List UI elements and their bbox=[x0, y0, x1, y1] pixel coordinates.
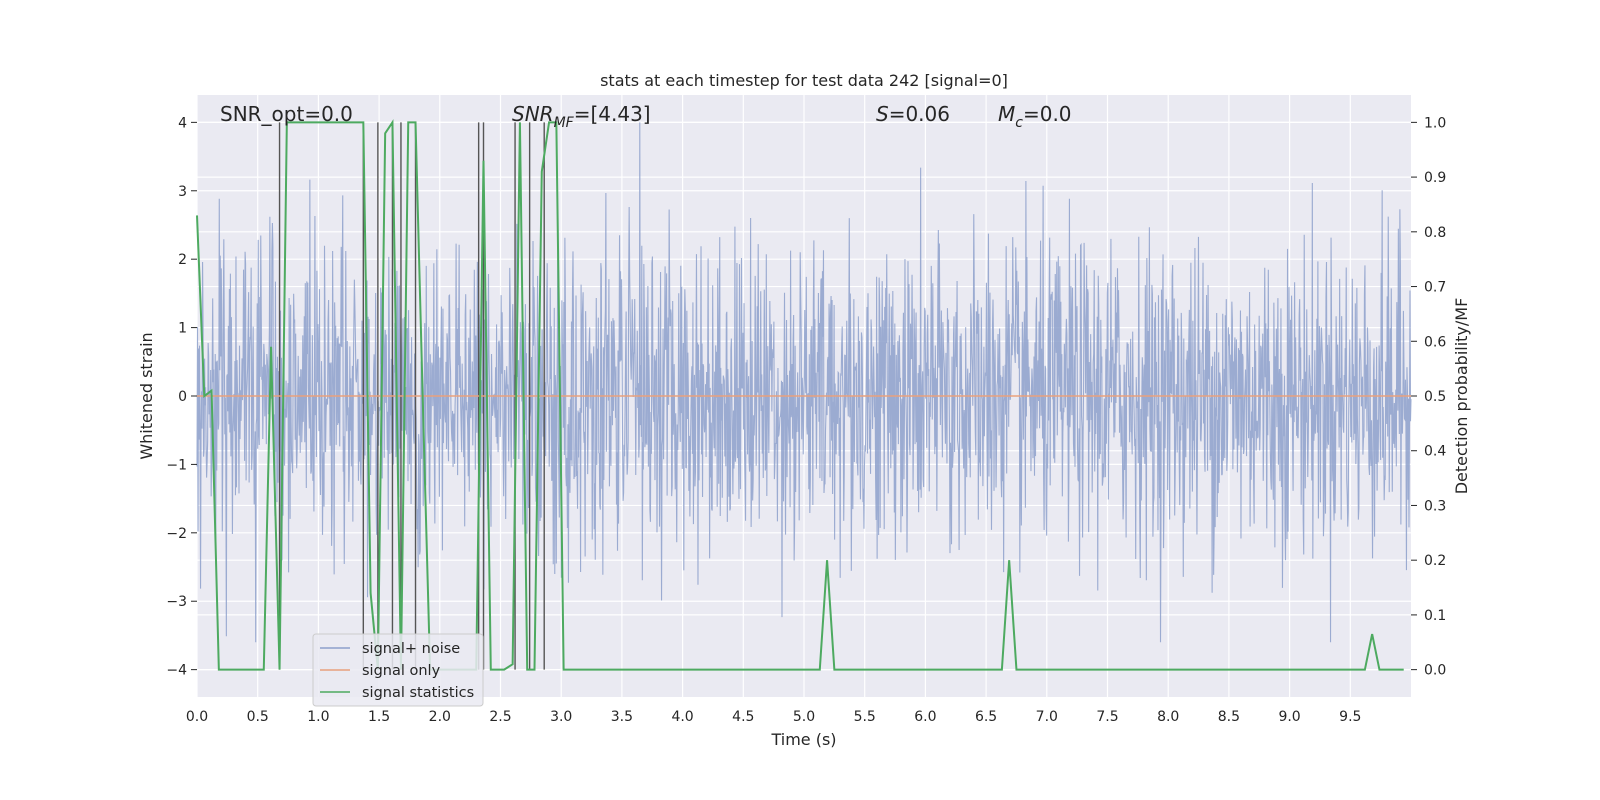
y-tick-label: 2 bbox=[178, 252, 187, 268]
right-y-axis-label: Detection probability/MF bbox=[1452, 298, 1471, 495]
x-tick-label: 1.0 bbox=[307, 709, 329, 725]
statistics-line bbox=[196, 119, 1404, 671]
annotation-snr-mf-base: SNR bbox=[512, 102, 554, 126]
x-axis-ticks: 0.0 0.5 1.0 1.5 2.0 2.5 3.0 3.5 4.0 4.5 5.0 5.5 6.0 6… bbox=[186, 709, 1362, 725]
x-tick-label: 3.5 bbox=[611, 709, 633, 725]
x-tick-label: 3.0 bbox=[550, 709, 572, 725]
annotation-mc: Mc=0.0 bbox=[998, 102, 1072, 131]
signal-plus-noise-series bbox=[196, 122, 1412, 643]
x-tick-label: 0.5 bbox=[247, 709, 269, 725]
x-axis-label: Time (s) bbox=[770, 730, 836, 749]
x-tick-label: 1.5 bbox=[368, 709, 390, 725]
right-y-tick-label: 0.1 bbox=[1424, 608, 1446, 624]
y-tick-label: 4 bbox=[178, 115, 187, 131]
y-tick-label: 3 bbox=[178, 184, 187, 200]
noise-trace bbox=[196, 122, 1412, 643]
x-tick-label: 7.0 bbox=[1036, 709, 1058, 725]
right-y-tick-label: 0.5 bbox=[1424, 389, 1446, 405]
legend-label-signal: signal only bbox=[362, 663, 441, 679]
annotation-s-value: =0.06 bbox=[889, 102, 950, 126]
legend: signal+ noise signal only signal statist… bbox=[312, 633, 484, 707]
x-tick-label: 9.5 bbox=[1339, 709, 1361, 725]
x-tick-label: 8.0 bbox=[1157, 709, 1179, 725]
chart-title: stats at each timestep for test data 242… bbox=[600, 71, 1008, 90]
legend-label-statistics: signal statistics bbox=[362, 685, 474, 701]
annotation-s-symbol: S bbox=[876, 102, 889, 126]
x-tick-label: 9.0 bbox=[1278, 709, 1300, 725]
right-y-tick-label: 0.9 bbox=[1424, 170, 1446, 186]
right-y-tick-label: 0.0 bbox=[1424, 663, 1446, 679]
right-y-axis-ticks: 1.0 0.9 0.8 0.7 0.6 0.5 0.4 0.3 0.2 0.1 0.0 bbox=[1411, 115, 1446, 679]
right-y-tick-label: 0.8 bbox=[1424, 225, 1446, 241]
annotation-mc-sub: c bbox=[1015, 115, 1023, 131]
y-tick-label: −1 bbox=[166, 457, 187, 473]
x-tick-label: 2.0 bbox=[429, 709, 451, 725]
right-y-tick-label: 0.7 bbox=[1424, 280, 1446, 296]
x-tick-label: 7.5 bbox=[1096, 709, 1118, 725]
annotation-snr-mf-sub: MF bbox=[554, 115, 575, 131]
legend-box bbox=[312, 633, 484, 707]
y-tick-label: 0 bbox=[178, 389, 187, 405]
x-tick-label: 0.0 bbox=[186, 709, 208, 725]
x-tick-label: 2.5 bbox=[489, 709, 511, 725]
right-y-tick-label: 1.0 bbox=[1424, 115, 1446, 131]
annotation-snr-mf: SNRMF=[4.43] bbox=[512, 102, 651, 131]
annotation-snr-opt: SNR_opt=0.0 bbox=[220, 102, 353, 126]
x-tick-label: 4.5 bbox=[732, 709, 754, 725]
x-tick-label: 5.5 bbox=[854, 709, 876, 725]
y-axis-label: Whitened strain bbox=[137, 332, 156, 459]
legend-label-noise: signal+ noise bbox=[362, 641, 460, 657]
y-tick-label: 1 bbox=[178, 321, 187, 337]
x-tick-label: 8.5 bbox=[1218, 709, 1240, 725]
signal-statistics-series bbox=[196, 119, 1404, 671]
x-tick-label: 6.5 bbox=[975, 709, 997, 725]
annotation-mc-base: M bbox=[998, 102, 1015, 126]
x-tick-label: 4.0 bbox=[671, 709, 693, 725]
y-tick-label: −4 bbox=[166, 663, 187, 679]
right-y-tick-label: 0.6 bbox=[1424, 334, 1446, 350]
right-y-tick-label: 0.4 bbox=[1424, 444, 1446, 460]
annotation-snr-mf-value: =[4.43] bbox=[574, 102, 651, 126]
right-y-tick-label: 0.2 bbox=[1424, 553, 1446, 569]
y-axis-ticks: 4 3 2 1 0 −1 −2 −3 −4 bbox=[166, 115, 197, 679]
right-y-tick-label: 0.3 bbox=[1424, 498, 1446, 514]
annotation-s: S=0.06 bbox=[876, 102, 950, 126]
x-tick-label: 5.0 bbox=[793, 709, 815, 725]
y-tick-label: −2 bbox=[166, 526, 187, 542]
x-tick-label: 6.0 bbox=[914, 709, 936, 725]
annotation-mc-value: =0.0 bbox=[1023, 102, 1072, 126]
y-tick-label: −3 bbox=[166, 594, 187, 610]
